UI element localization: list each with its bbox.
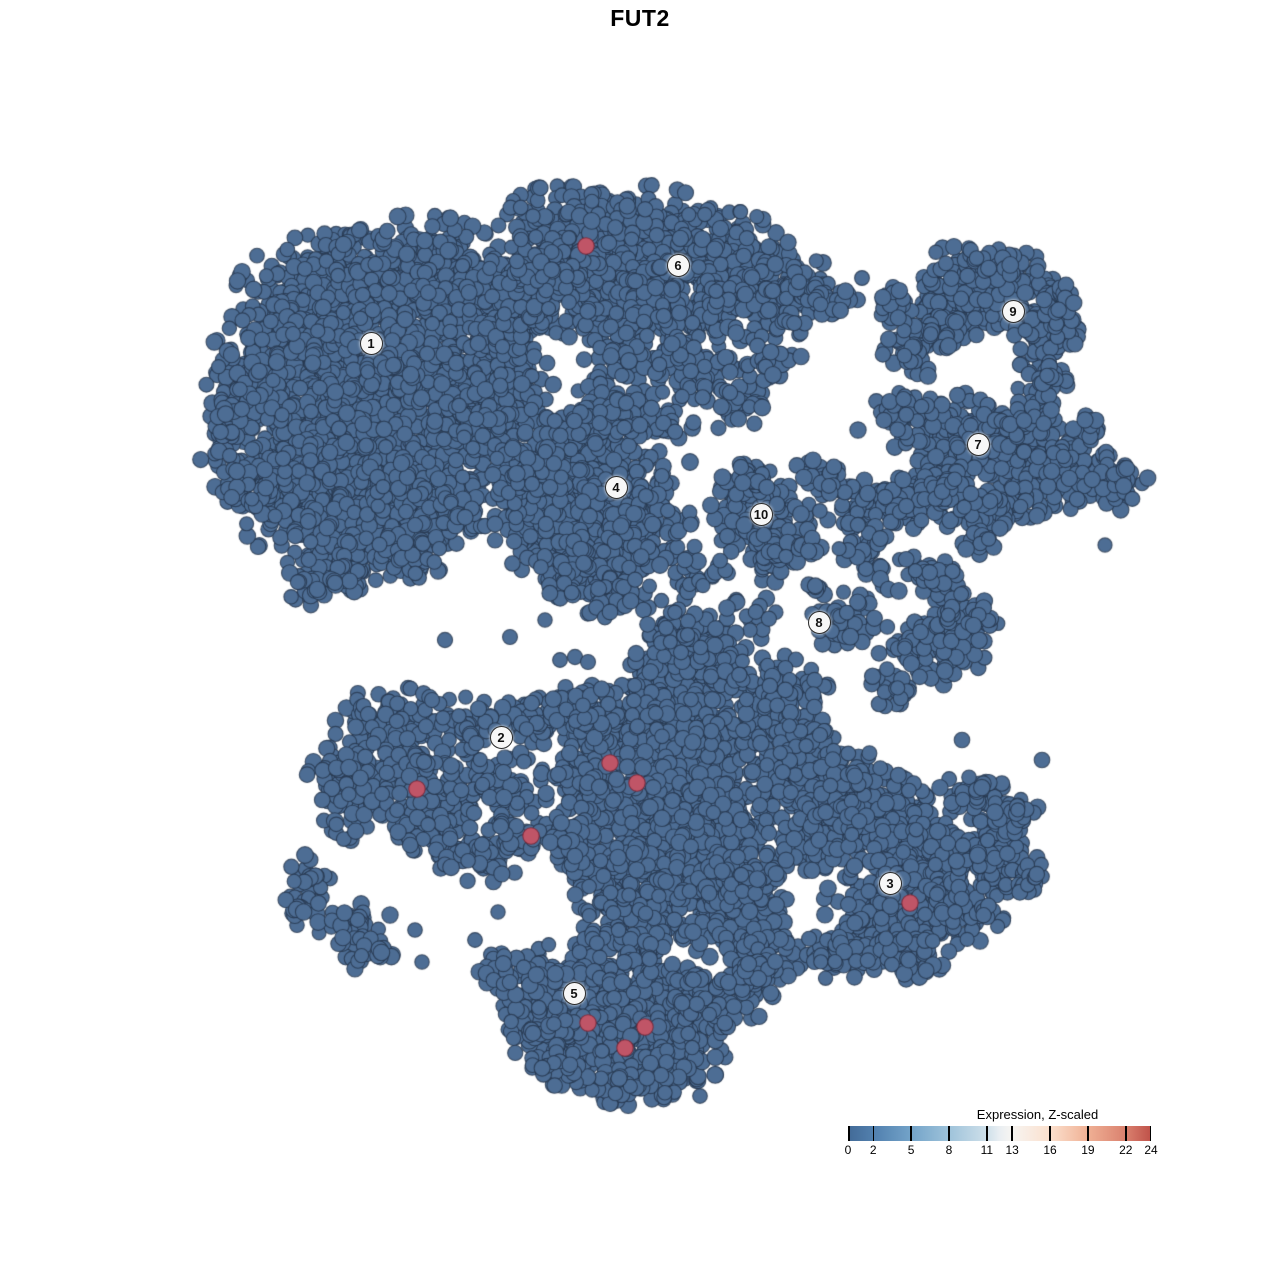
legend-title: Expression, Z-scaled	[976, 1107, 1099, 1122]
legend-tick-label: 24	[1144, 1143, 1158, 1157]
cluster-label-2: 2	[489, 725, 513, 749]
legend-tick-mark	[910, 1126, 912, 1141]
cluster-label-10: 10	[749, 502, 773, 526]
legend-tick-label: 0	[844, 1143, 852, 1157]
legend-tick-label: 2	[869, 1143, 877, 1157]
legend-tick-label: 22	[1119, 1143, 1133, 1157]
legend-tick-label: 8	[945, 1143, 953, 1157]
legend-tick-label: 5	[907, 1143, 915, 1157]
legend-tick-label: 11	[980, 1143, 994, 1157]
legend-tick-label: 13	[1005, 1143, 1019, 1157]
legend-tick-label: 19	[1081, 1143, 1095, 1157]
cluster-label-1: 1	[359, 331, 383, 355]
legend-tick-mark	[1087, 1126, 1089, 1141]
legend-tick-mark	[848, 1126, 850, 1141]
legend-tick-label: 16	[1043, 1143, 1057, 1157]
cluster-label-5: 5	[562, 981, 586, 1005]
legend-gradient-bar	[848, 1126, 1151, 1141]
legend-tick-mark	[1049, 1126, 1051, 1141]
cluster-label-4: 4	[604, 475, 628, 499]
cluster-label-7: 7	[966, 432, 990, 456]
cluster-label-6: 6	[666, 253, 690, 277]
legend-tick-mark	[986, 1126, 988, 1141]
legend-tick-mark	[872, 1126, 874, 1141]
cluster-label-8: 8	[807, 610, 831, 634]
legend-tick-mark	[1125, 1126, 1127, 1141]
legend-tick-labels: 0 2 5 8 11 13 16 19 22 24	[844, 1143, 1158, 1157]
cluster-label-3: 3	[878, 871, 902, 895]
legend-tick-mark	[1011, 1126, 1013, 1141]
legend-tick-mark	[948, 1126, 950, 1141]
cluster-label-9: 9	[1001, 299, 1025, 323]
legend-tick-mark	[1149, 1126, 1151, 1141]
